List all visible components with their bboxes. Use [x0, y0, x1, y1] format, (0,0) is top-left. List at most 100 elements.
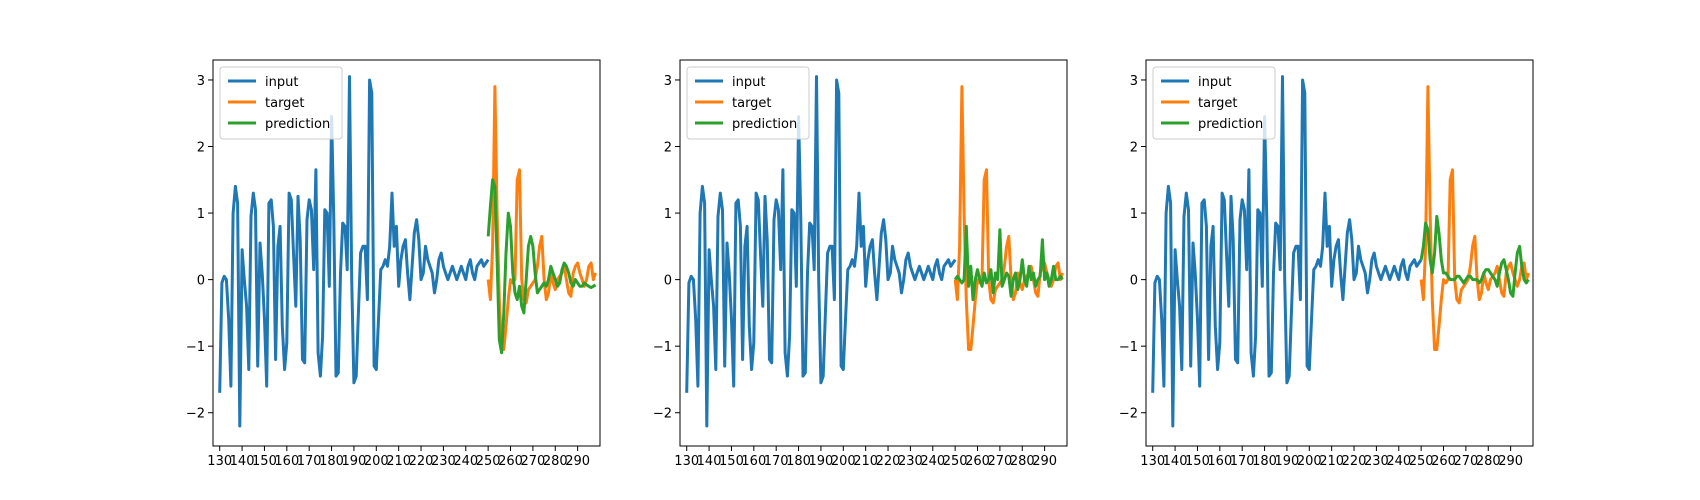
- x-tick-label: 170: [297, 454, 322, 469]
- x-tick-label: 220: [876, 454, 901, 469]
- x-tick-label: 220: [409, 454, 434, 469]
- x-tick-label: 180: [786, 454, 811, 469]
- series-line-target: [486, 85, 597, 351]
- y-tick-label: 2: [664, 141, 672, 156]
- x-tick-label: 220: [1342, 454, 1367, 469]
- x-tick-label: 170: [1230, 454, 1255, 469]
- x-tick-label: 280: [1010, 454, 1035, 469]
- y-tick-label: 0: [197, 274, 205, 289]
- axes-frame: [679, 59, 1068, 447]
- x-tick-label: 150: [1185, 454, 1210, 469]
- x-tick-label: 210: [1319, 454, 1344, 469]
- axes-frame: [212, 59, 601, 447]
- x-tick-label: 210: [386, 454, 411, 469]
- series-group: [1151, 75, 1530, 428]
- x-tick-label: 250: [943, 454, 968, 469]
- x-tick-label: 280: [1476, 454, 1501, 469]
- y-tick-label: −2: [186, 407, 205, 422]
- subplot-3: 1301401501601701801902002102202302402502…: [1119, 59, 1534, 469]
- x-tick-label: 240: [920, 454, 945, 469]
- legend-box: [219, 66, 343, 140]
- x-tick-label: 270: [1453, 454, 1478, 469]
- legend-label-input: input: [265, 75, 298, 90]
- legend-label-target: target: [1198, 96, 1238, 111]
- y-tick-label: −1: [186, 340, 205, 355]
- series-line-prediction: [486, 178, 597, 355]
- axes-frame: [1145, 59, 1534, 447]
- x-tick-label: 140: [230, 454, 255, 469]
- x-tick-label: 140: [1163, 454, 1188, 469]
- x-tick-label: 130: [207, 454, 232, 469]
- x-tick-label: 190: [1275, 454, 1300, 469]
- subplot-2: 1301401501601701801902002102202302402502…: [653, 59, 1068, 469]
- x-tick-label: 230: [1364, 454, 1389, 469]
- y-tick-label: 1: [197, 207, 205, 222]
- x-tick-label: 200: [364, 454, 389, 469]
- x-tick-label: 190: [342, 454, 367, 469]
- legend: input target prediction: [219, 66, 343, 140]
- legend-label-input: input: [1198, 75, 1231, 90]
- x-tick-label: 150: [719, 454, 744, 469]
- x-tick-label: 230: [431, 454, 456, 469]
- y-tick-label: −2: [1119, 407, 1138, 422]
- y-tick-label: 0: [664, 274, 672, 289]
- series-group: [218, 75, 597, 428]
- series-line-prediction: [953, 224, 1064, 302]
- x-tick-label: 290: [1032, 454, 1057, 469]
- y-tick-label: −1: [653, 340, 672, 355]
- x-tick-label: 180: [1252, 454, 1277, 469]
- series-line-input: [1151, 75, 1423, 428]
- series-group: [685, 75, 1064, 428]
- x-tick-label: 180: [319, 454, 344, 469]
- x-tick-label: 250: [476, 454, 501, 469]
- legend-label-prediction: prediction: [732, 117, 797, 132]
- x-tick-label: 190: [809, 454, 834, 469]
- x-tick-label: 280: [543, 454, 568, 469]
- legend-box: [686, 66, 810, 140]
- legend-label-prediction: prediction: [265, 117, 330, 132]
- y-tick-label: −1: [1119, 340, 1138, 355]
- x-tick-label: 290: [1498, 454, 1523, 469]
- x-tick-label: 260: [1431, 454, 1456, 469]
- x-tick-label: 160: [274, 454, 299, 469]
- subplot-1: 1301401501601701801902002102202302402502…: [186, 59, 601, 469]
- x-tick-label: 170: [764, 454, 789, 469]
- x-tick-label: 260: [965, 454, 990, 469]
- x-tick-label: 130: [674, 454, 699, 469]
- x-tick-label: 200: [1297, 454, 1322, 469]
- x-tick-label: 140: [697, 454, 722, 469]
- y-tick-label: 2: [1130, 141, 1138, 156]
- series-line-prediction: [1419, 214, 1530, 298]
- series-line-input: [685, 75, 957, 428]
- x-tick-label: 260: [498, 454, 523, 469]
- legend-label-prediction: prediction: [1198, 117, 1263, 132]
- x-tick-label: 270: [520, 454, 545, 469]
- y-tick-label: 3: [1130, 74, 1138, 89]
- x-tick-label: 150: [252, 454, 277, 469]
- series-line-target: [1419, 85, 1530, 351]
- x-tick-label: 160: [1207, 454, 1232, 469]
- x-tick-label: 210: [853, 454, 878, 469]
- y-tick-label: 3: [197, 74, 205, 89]
- y-tick-label: 1: [1130, 207, 1138, 222]
- x-tick-label: 130: [1140, 454, 1165, 469]
- x-tick-label: 160: [741, 454, 766, 469]
- x-tick-label: 270: [987, 454, 1012, 469]
- legend-label-target: target: [265, 96, 305, 111]
- x-tick-label: 240: [453, 454, 478, 469]
- legend: input target prediction: [1152, 66, 1276, 140]
- series-line-input: [218, 75, 490, 428]
- y-tick-label: 1: [664, 207, 672, 222]
- legend-label-target: target: [732, 96, 772, 111]
- legend: input target prediction: [686, 66, 810, 140]
- y-tick-label: 3: [664, 74, 672, 89]
- x-tick-label: 200: [831, 454, 856, 469]
- y-tick-label: 2: [197, 141, 205, 156]
- x-tick-label: 240: [1386, 454, 1411, 469]
- legend-label-input: input: [732, 75, 765, 90]
- x-tick-label: 290: [565, 454, 590, 469]
- x-tick-label: 230: [898, 454, 923, 469]
- legend-box: [1152, 66, 1276, 140]
- x-tick-label: 250: [1409, 454, 1434, 469]
